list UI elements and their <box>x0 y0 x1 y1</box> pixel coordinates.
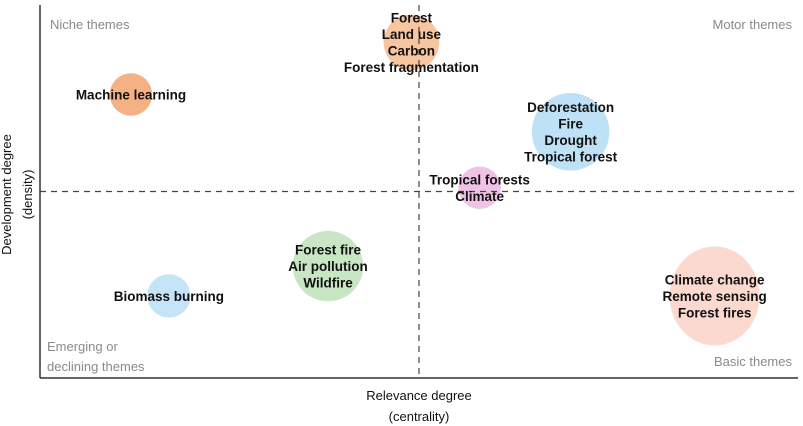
quadrant-label-motor: Motor themes <box>713 17 793 32</box>
quadrant-label-emerging-line-1: Emerging or <box>47 339 118 354</box>
cluster-bubble-4 <box>458 166 501 209</box>
quadrant-label-niche: Niche themes <box>50 17 130 32</box>
cluster-bubble-1 <box>383 14 440 71</box>
cluster-1-term-1: Forest <box>391 11 433 26</box>
reference-lines <box>40 5 798 378</box>
cluster-1-term-4: Forest fragmentation <box>344 60 479 75</box>
cluster-4-term-1: Tropical forests <box>429 173 530 188</box>
cluster-6-term-1: Biomass burning <box>114 289 224 304</box>
quadrant-label-basic: Basic themes <box>714 354 793 369</box>
cluster-bubble-7 <box>669 246 760 346</box>
cluster-label-2: Machine learning <box>76 88 186 103</box>
cluster-3-term-3: Drought <box>544 133 597 148</box>
x-axis-title: Relevance degree (centrality) <box>366 388 472 424</box>
quadrant-label-niche-line-1: Niche themes <box>50 17 130 32</box>
axes <box>39 5 798 379</box>
bubble-labels-layer: Forest Land use Carbon Forest fragmentation… <box>76 11 767 321</box>
axis-titles: Relevance degree (centrality) Development … <box>0 134 472 424</box>
cluster-bubble-3 <box>531 93 610 171</box>
cluster-7-term-3: Forest fires <box>678 305 752 320</box>
cluster-5-term-1: Forest fire <box>295 243 362 258</box>
quadrant-label-emerging: Emerging or declining themes <box>47 339 145 374</box>
cluster-7-term-2: Remote sensing <box>662 289 766 304</box>
quadrant-label-basic-line-1: Basic themes <box>714 354 793 369</box>
x-axis-title-line-2: (centrality) <box>389 409 450 424</box>
cluster-label-3: Deforestation Fire Drought Tropical forest <box>524 100 618 165</box>
cluster-label-1: Forest Land use Carbon Forest fragmentation <box>344 11 479 76</box>
bubbles-layer <box>109 14 760 346</box>
cluster-1-term-2: Land use <box>382 27 442 42</box>
cluster-label-6: Biomass burning <box>114 289 224 304</box>
cluster-3-term-2: Fire <box>558 117 583 132</box>
y-axis-title-line-2: (density) <box>20 170 35 220</box>
cluster-5-term-2: Air pollution <box>288 259 367 274</box>
cluster-2-term-1: Machine learning <box>76 88 186 103</box>
quadrant-labels: Niche themes Motor themes Emerging or decli… <box>47 17 792 374</box>
y-axis-title-line-1: Development degree <box>0 134 14 255</box>
cluster-4-term-2: Climate <box>455 189 504 204</box>
cluster-3-term-1: Deforestation <box>527 100 614 115</box>
cluster-label-4: Tropical forests Climate <box>429 173 530 205</box>
cluster-3-term-4: Tropical forest <box>524 150 618 165</box>
cluster-bubble-2 <box>109 73 153 116</box>
cluster-5-term-3: Wildfire <box>303 276 353 291</box>
cluster-label-7: Climate change Remote sensing Forest fires <box>662 272 766 320</box>
x-axis-title-line-1: Relevance degree <box>366 388 472 403</box>
quadrant-label-emerging-line-2: declining themes <box>47 359 145 374</box>
cluster-bubble-5 <box>292 230 364 302</box>
y-axis-title: Development degree (density) <box>0 134 35 255</box>
quadrant-label-motor-line-1: Motor themes <box>713 17 793 32</box>
cluster-bubble-6 <box>147 274 191 318</box>
cluster-1-term-3: Carbon <box>388 44 435 59</box>
cluster-label-5: Forest fire Air pollution Wildfire <box>288 243 367 291</box>
cluster-7-term-1: Climate change <box>665 272 765 287</box>
